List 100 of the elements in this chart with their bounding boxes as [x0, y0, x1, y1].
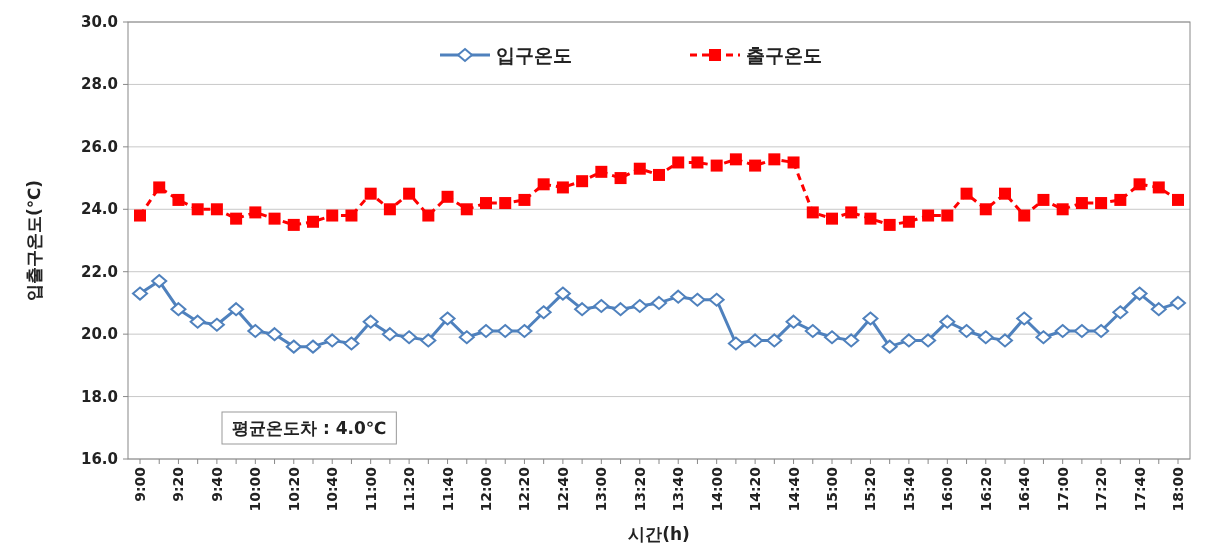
point: [670, 289, 687, 304]
point: [1133, 178, 1146, 191]
point: [518, 193, 531, 206]
y-tick-label: 30.0: [80, 13, 118, 31]
point: [1114, 193, 1127, 206]
x-tick-label: 14:00: [708, 466, 725, 512]
point: [556, 181, 569, 194]
point: [614, 172, 627, 185]
point: [1150, 302, 1167, 317]
point: [1037, 193, 1050, 206]
point: [845, 206, 858, 219]
x-tick-label: 15:40: [900, 466, 917, 512]
point: [401, 330, 418, 345]
point: [1016, 311, 1033, 326]
point: [228, 302, 245, 317]
y-tick-label: 28.0: [80, 75, 118, 94]
point: [364, 187, 377, 200]
point: [1095, 197, 1108, 210]
point: [287, 218, 300, 231]
point: [439, 311, 456, 326]
point: [768, 153, 781, 166]
point: [230, 212, 243, 225]
point: [285, 339, 302, 354]
annotation: 평균온도차 : 4.0℃: [232, 418, 387, 438]
point: [554, 286, 571, 301]
point: [689, 292, 706, 307]
point: [189, 314, 206, 329]
point: [208, 317, 225, 332]
point: [478, 324, 494, 339]
point: [729, 153, 742, 166]
y-tick-label: 26.0: [80, 137, 118, 156]
point: [458, 330, 475, 345]
x-tick-label: 13:20: [631, 466, 648, 512]
point: [826, 212, 838, 225]
x-tick-label: 11:40: [439, 466, 456, 512]
point: [958, 324, 975, 339]
point: [672, 156, 685, 169]
point: [249, 206, 262, 219]
point: [999, 187, 1011, 200]
point: [979, 203, 992, 216]
x-tick-label: 14:40: [785, 466, 802, 512]
x-tick-label: 12:40: [554, 466, 571, 512]
point: [785, 314, 802, 329]
x-tick-label: 9:00: [132, 466, 148, 502]
x-tick-label: 16:20: [977, 466, 994, 512]
x-tick-label: 16:40: [1016, 466, 1033, 512]
point: [766, 333, 783, 348]
point: [535, 305, 552, 320]
point: [497, 324, 514, 339]
point: [960, 187, 973, 200]
y-tick-label: 24.0: [80, 200, 118, 219]
point: [210, 203, 223, 216]
x-tick-label: 12:00: [478, 466, 494, 512]
point: [1093, 324, 1110, 339]
y-tick-label: 18.0: [80, 387, 118, 406]
point: [941, 209, 954, 222]
point: [747, 333, 764, 348]
x-tick-label: 15:20: [862, 466, 879, 512]
point: [153, 181, 166, 194]
point: [787, 156, 800, 169]
point: [862, 311, 879, 326]
point: [383, 203, 396, 216]
point: [247, 324, 264, 339]
point: [1112, 305, 1129, 320]
x-tick-label: 14:20: [747, 466, 764, 512]
point: [922, 209, 935, 222]
point: [1056, 203, 1069, 216]
point: [883, 218, 896, 231]
x-tick-label: 18:00: [1170, 466, 1186, 512]
x-tick-label: 17:20: [1093, 466, 1110, 512]
y-axis-title: 입출구온도(℃): [24, 179, 44, 302]
point: [403, 187, 416, 200]
point: [574, 302, 591, 317]
x-tick-label: 17:40: [1131, 466, 1148, 512]
point: [460, 203, 473, 216]
point: [1075, 197, 1088, 210]
point: [651, 295, 667, 310]
x-tick-label: 9:20: [170, 466, 187, 502]
point: [422, 209, 435, 222]
point: [1018, 209, 1031, 222]
x-tick-label: 16:00: [939, 466, 956, 512]
y-tick-label: 22.0: [80, 262, 118, 281]
point: [499, 197, 512, 210]
point: [749, 159, 762, 172]
x-tick-label: 15:00: [824, 466, 840, 512]
point: [977, 330, 994, 345]
point: [343, 336, 360, 351]
x-tick-label: 10:40: [324, 466, 341, 512]
x-tick-label: 11:20: [401, 466, 418, 512]
point: [920, 333, 937, 348]
point: [710, 159, 723, 172]
point: [727, 336, 744, 351]
point: [824, 330, 840, 345]
point: [593, 299, 610, 314]
point: [864, 212, 877, 225]
point: [441, 190, 454, 203]
point: [1054, 324, 1071, 339]
point: [939, 314, 956, 329]
point: [1035, 330, 1052, 345]
point: [266, 327, 283, 342]
